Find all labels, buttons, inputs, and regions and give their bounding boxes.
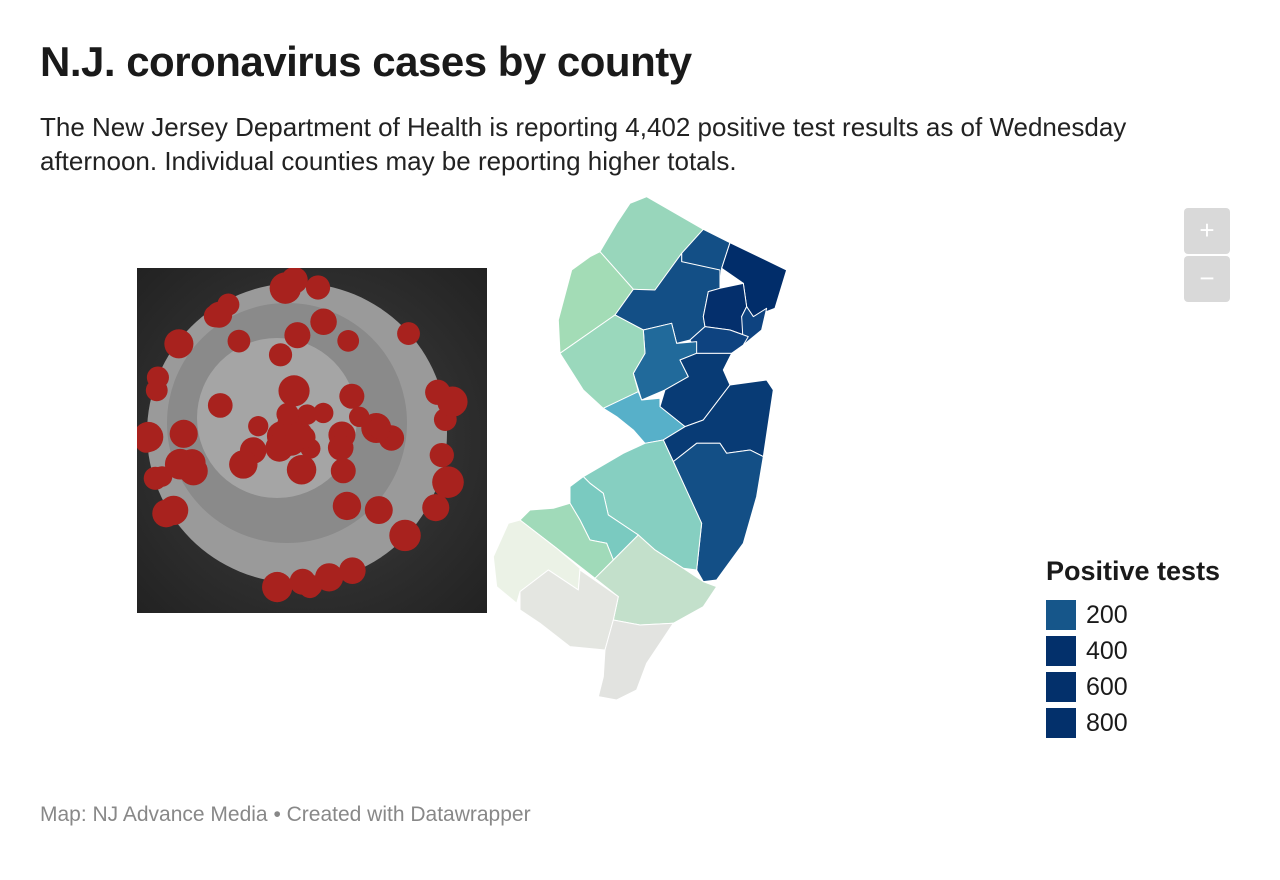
- zoom-in-button[interactable]: +: [1184, 208, 1230, 254]
- virus-spike: [299, 576, 321, 599]
- virus-spike: [305, 275, 331, 300]
- legend-label: 400: [1086, 636, 1128, 665]
- county-hudson[interactable]: [741, 306, 768, 346]
- legend-swatch: [1046, 600, 1076, 630]
- legend-swatch: [1046, 672, 1076, 702]
- virus-spike: [164, 329, 194, 359]
- legend-swatch: [1046, 708, 1076, 738]
- legend-item: 400: [1046, 633, 1220, 669]
- legend-item: 800: [1046, 705, 1220, 741]
- zoom-out-button[interactable]: −: [1184, 256, 1230, 302]
- chart-title: N.J. coronavirus cases by county: [40, 38, 692, 85]
- legend-item: 200: [1046, 597, 1220, 633]
- virus-spike: [330, 458, 356, 484]
- virus-spike: [327, 434, 354, 461]
- virus-spike: [337, 329, 360, 352]
- legend-label: 200: [1086, 600, 1128, 629]
- virus-spike: [262, 571, 293, 603]
- legend-label: 800: [1086, 708, 1128, 737]
- legend: Positive tests 200 400 600 800: [1046, 556, 1220, 741]
- legend-item: 600: [1046, 669, 1220, 705]
- virus-spike: [278, 375, 310, 407]
- virus-spike: [276, 402, 299, 426]
- coronavirus-image: [137, 268, 487, 613]
- virus-spike: [310, 308, 337, 336]
- virus-spike: [339, 383, 365, 409]
- virus-spike: [429, 442, 454, 468]
- chart-description: The New Jersey Department of Health is r…: [40, 112, 1127, 176]
- virus-spike: [437, 386, 468, 417]
- virus-spike: [286, 454, 317, 485]
- virus-spike: [269, 272, 302, 304]
- legend-label: 600: [1086, 672, 1128, 701]
- virus-spike: [368, 417, 391, 440]
- virus-spike: [432, 466, 464, 498]
- virus-spike: [389, 519, 421, 552]
- virus-spike: [397, 322, 420, 345]
- virus-spike: [284, 322, 311, 349]
- county-cape-may[interactable]: [597, 619, 674, 701]
- virus-spike: [248, 416, 269, 437]
- virus-spike: [207, 393, 233, 418]
- legend-swatch: [1046, 636, 1076, 666]
- footer-credit: Map: NJ Advance Media • Created with Dat…: [40, 803, 531, 826]
- virus-spike: [203, 304, 227, 328]
- virus-spike: [152, 499, 181, 528]
- virus-spike: [349, 406, 370, 428]
- virus-spike: [314, 563, 344, 592]
- virus-spike: [229, 450, 258, 479]
- virus-spike: [137, 421, 164, 452]
- virus-spike: [364, 496, 393, 525]
- virus-spike: [169, 419, 198, 448]
- virus-spike: [265, 433, 294, 462]
- virus-spike: [227, 329, 251, 353]
- virus-spike: [145, 379, 168, 402]
- virus-spike: [179, 456, 208, 486]
- legend-title: Positive tests: [1046, 556, 1221, 586]
- virus-spike: [143, 466, 167, 490]
- virus-spike: [268, 343, 293, 367]
- virus-spike: [424, 497, 448, 521]
- virus-spike: [313, 402, 334, 424]
- virus-spike: [339, 557, 366, 584]
- virus-spike: [332, 491, 362, 521]
- virus-spike: [296, 404, 318, 425]
